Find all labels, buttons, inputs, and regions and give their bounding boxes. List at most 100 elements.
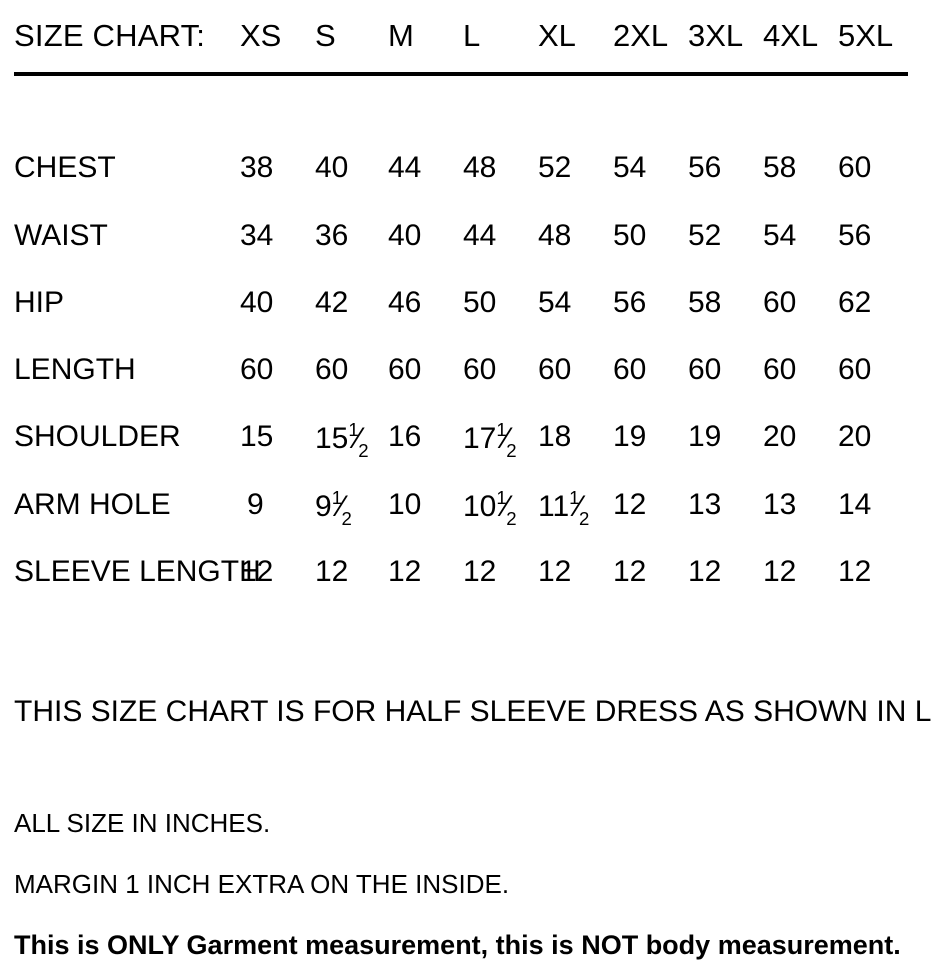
note-half-sleeve: THIS SIZE CHART IS FOR HALF SLEEVE DRESS… [14, 695, 931, 728]
note-units: ALL SIZE IN INCHES. [14, 808, 271, 838]
cell-chest-4xl: 58 [763, 153, 796, 183]
cell-hip-xl: 54 [538, 288, 571, 318]
cell-arm-hole-l: 101⁄2 [463, 488, 517, 528]
cell-whole: 12 [613, 488, 647, 521]
cell-whole: 9 [315, 490, 332, 523]
cell-chest-2xl: 54 [613, 153, 646, 183]
cell-chest-xl: 52 [538, 153, 571, 183]
cell-whole: 60 [838, 151, 872, 184]
cell-shoulder-m: 16 [388, 422, 421, 452]
cell-whole: 60 [538, 353, 572, 386]
size-header-xs: XS [240, 18, 282, 53]
cell-whole: 42 [315, 286, 349, 319]
cell-whole: 56 [613, 286, 647, 319]
cell-whole: 48 [538, 219, 572, 252]
fraction-denominator: 2 [358, 440, 369, 462]
cell-whole: 12 [613, 555, 647, 588]
cell-length-2xl: 60 [613, 355, 646, 385]
cell-hip-m: 46 [388, 288, 421, 318]
cell-fraction: 1⁄2 [348, 419, 369, 462]
cell-whole: 10 [388, 488, 422, 521]
cell-waist-4xl: 54 [763, 221, 796, 251]
cell-sleeve-length-2xl: 12 [613, 557, 646, 587]
cell-shoulder-4xl: 20 [763, 422, 796, 452]
cell-hip-s: 42 [315, 288, 348, 318]
cell-whole: 60 [613, 353, 647, 386]
size-header-s: S [315, 18, 336, 53]
cell-waist-s: 36 [315, 221, 348, 251]
cell-whole: 50 [463, 286, 497, 319]
cell-arm-hole-xl: 111⁄2 [538, 487, 590, 528]
cell-whole: 20 [763, 420, 797, 453]
fraction-denominator: 2 [506, 440, 517, 462]
row-label-chest: CHEST [14, 151, 116, 184]
cell-whole: 60 [388, 353, 422, 386]
cell-fraction: 1⁄2 [496, 488, 517, 528]
cell-arm-hole-s: 91⁄2 [315, 488, 353, 530]
cell-whole: 15 [315, 422, 349, 455]
cell-sleeve-length-xl: 12 [538, 557, 571, 587]
cell-arm-hole-4xl: 13 [763, 490, 796, 520]
cell-whole: 19 [613, 420, 647, 453]
size-header-xl: XL [538, 18, 576, 53]
header-divider [14, 72, 908, 76]
cell-whole: 58 [688, 286, 722, 319]
fraction-numerator: 1 [348, 419, 359, 441]
row-label-hip: HIP [14, 286, 65, 319]
cell-length-3xl: 60 [688, 355, 721, 385]
cell-whole: 34 [240, 219, 274, 252]
cell-chest-xs: 38 [240, 153, 273, 183]
cell-chest-m: 44 [388, 153, 421, 183]
cell-hip-4xl: 60 [763, 288, 796, 318]
cell-whole: 46 [388, 286, 422, 319]
cell-whole: 48 [463, 151, 497, 184]
size-header-5xl: 5XL [838, 18, 894, 53]
cell-length-xs: 60 [240, 355, 273, 385]
cell-whole: 60 [315, 353, 349, 386]
size-header-3xl: 3XL [688, 18, 744, 53]
cell-shoulder-xs: 15 [240, 422, 273, 452]
row-label-arm-hole: ARM HOLE [14, 488, 171, 521]
cell-whole: 52 [538, 151, 572, 184]
cell-sleeve-length-xs: 12 [240, 557, 273, 587]
cell-shoulder-3xl: 19 [688, 422, 721, 452]
cell-chest-3xl: 56 [688, 153, 721, 183]
fraction-numerator: 1 [569, 487, 580, 509]
cell-whole: 20 [838, 420, 872, 453]
cell-waist-5xl: 56 [838, 221, 871, 251]
cell-waist-xs: 34 [240, 221, 273, 251]
cell-whole: 60 [240, 353, 274, 386]
fraction-denominator: 2 [341, 508, 352, 530]
cell-arm-hole-3xl: 13 [688, 490, 721, 520]
cell-whole: 38 [240, 151, 274, 184]
cell-whole: 60 [763, 286, 797, 319]
fraction-slash-icon: ⁄ [503, 422, 509, 455]
size-header-l: L [463, 18, 481, 53]
cell-whole: 12 [538, 555, 572, 588]
cell-waist-xl: 48 [538, 221, 571, 251]
cell-sleeve-length-3xl: 12 [688, 557, 721, 587]
cell-length-l: 60 [463, 355, 496, 385]
page-title: SIZE CHART: [14, 18, 206, 53]
cell-fraction: 1⁄2 [496, 420, 517, 462]
cell-whole: 52 [688, 219, 722, 252]
cell-whole: 60 [763, 353, 797, 386]
cell-whole: 44 [463, 219, 497, 252]
cell-hip-l: 50 [463, 288, 496, 318]
cell-whole: 54 [613, 151, 647, 184]
cell-hip-2xl: 56 [613, 288, 646, 318]
cell-shoulder-s: 151⁄2 [315, 419, 369, 462]
cell-length-s: 60 [315, 355, 348, 385]
cell-length-4xl: 60 [763, 355, 796, 385]
cell-fraction: 1⁄2 [332, 488, 353, 530]
cell-arm-hole-2xl: 12 [613, 490, 646, 520]
cell-whole: 56 [688, 151, 722, 184]
cell-whole: 44 [388, 151, 422, 184]
cell-whole: 54 [538, 286, 572, 319]
cell-arm-hole-xs: 9 [247, 490, 264, 520]
cell-length-xl: 60 [538, 355, 571, 385]
row-label-waist: WAIST [14, 219, 108, 252]
cell-arm-hole-m: 10 [388, 490, 421, 520]
cell-length-5xl: 60 [838, 355, 871, 385]
